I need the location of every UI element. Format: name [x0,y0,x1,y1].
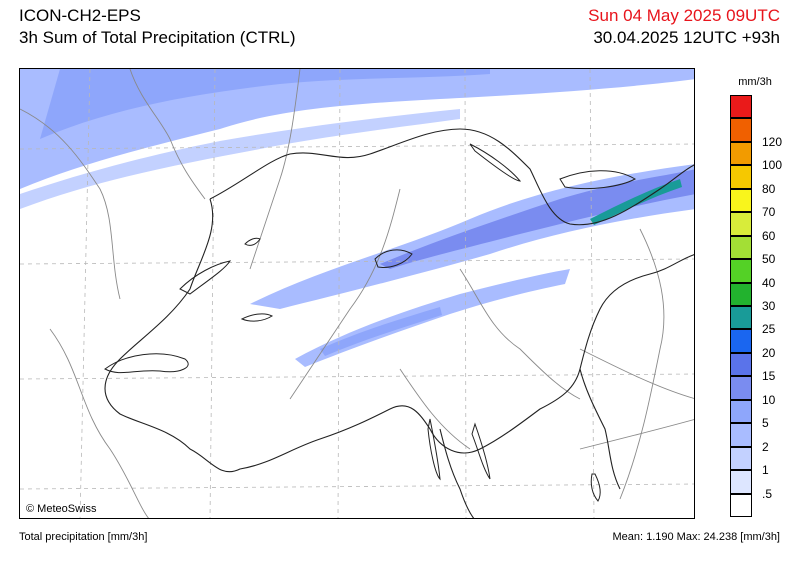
legend-label: 50 [762,252,776,267]
lake-garda [590,473,601,502]
lake-thun [240,313,274,322]
lake-maggiore [427,418,441,481]
statistics-label: Mean: 1.190 Max: 24.238 [mm/3h] [612,531,780,543]
legend-label: 40 [762,275,776,290]
precip-band-north-core [40,69,490,139]
legend-label: 15 [762,369,776,384]
legend-label: 70 [762,205,776,220]
lake-constance [559,170,637,190]
precipitation-field [20,69,694,367]
lake-como [471,422,491,480]
legend-cell [730,212,752,236]
legend-cell [730,376,752,400]
legend-label: 10 [762,392,776,407]
valid-time: Sun 04 May 2025 09UTC [588,6,780,25]
legend-cell [730,329,752,353]
legend-cell [730,423,752,447]
legend-cell [730,470,752,494]
copyright-text: © MeteoSwiss [26,503,97,515]
precip-band-central-peak [590,179,682,225]
legend-cell [730,306,752,330]
legend-cell [730,352,752,377]
regional-borders [20,69,694,518]
lake-neuchatel [179,260,232,295]
legend-label: 30 [762,299,776,313]
product-title: 3h Sum of Total Precipitation (CTRL) [19,28,296,47]
country-borders [104,128,694,518]
precip-band-north-light [20,109,460,209]
map-canvas [20,69,694,518]
legend-label: 120 [762,134,783,149]
precip-band-south-core [320,307,442,356]
legend-cell [730,118,752,142]
legend-label: 5 [762,416,769,431]
legend-cell [730,446,752,471]
legend-cell [730,165,752,189]
legend-label: 80 [762,181,776,196]
lake-geneva [104,353,189,374]
legend-cell [730,235,752,260]
precip-band-central-core [380,169,694,269]
lake-zurich [469,143,522,182]
legend-unit: mm/3h [738,76,772,88]
legend-label: 100 [762,158,783,173]
legend-label: 60 [762,228,776,243]
precipitation-map: © MeteoSwiss [19,68,695,519]
legend-cell [730,399,752,424]
legend-label: .5 [762,486,773,501]
graticule [20,69,694,518]
legend-cell [730,188,752,213]
lakes [104,143,637,502]
legend-label: 25 [762,322,776,337]
legend-label: 1 [762,463,769,478]
legend-cell [730,259,752,283]
precip-band-north [20,69,694,189]
model-name: ICON-CH2-EPS [19,6,141,25]
legend-cell-none [730,493,752,517]
color-legend [730,95,752,517]
variable-label: Total precipitation [mm/3h] [19,531,148,543]
lake-bienne [244,237,261,246]
legend-label: 2 [762,439,769,454]
run-info: 30.04.2025 12UTC +93h [593,28,780,47]
legend-cell [730,282,752,306]
legend-label: 20 [762,345,776,360]
legend-cell [730,95,752,119]
legend-cell [730,141,752,166]
lake-lucerne [374,249,413,268]
